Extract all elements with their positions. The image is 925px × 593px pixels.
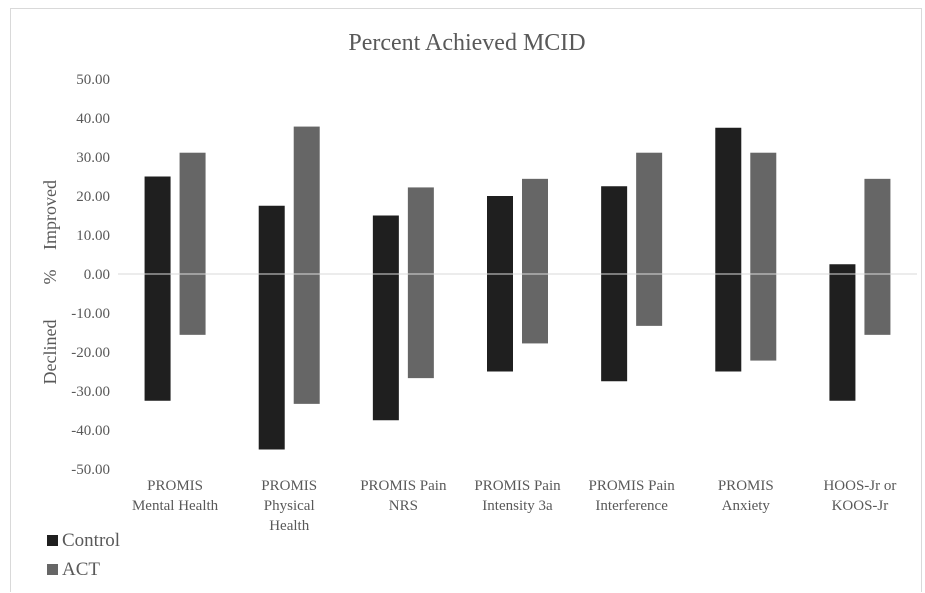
y-tick-label: 40.00 — [76, 111, 110, 127]
bar-control-3 — [487, 196, 513, 372]
y-label-percent: % — [40, 270, 60, 285]
y-tick-label: 20.00 — [76, 189, 110, 205]
bar-control-1 — [258, 205, 285, 450]
x-category-label: Health — [269, 518, 309, 534]
y-tick-label: 30.00 — [76, 150, 110, 166]
bar-act-0 — [179, 152, 206, 335]
x-category-label: PROMIS Pain — [589, 478, 676, 494]
bars — [144, 126, 891, 450]
x-category-label: PROMIS Pain — [360, 478, 447, 494]
x-category-label: PROMIS — [718, 478, 774, 494]
x-category-label: PROMIS — [261, 478, 317, 494]
bar-act-1 — [293, 126, 320, 404]
x-category-label: HOOS-Jr or — [823, 478, 896, 494]
y-tick-label: -50.00 — [71, 462, 110, 478]
y-axis-ticks: 50.00 40.00 30.00 20.00 10.00 0.00 -10.00 -20.0… — [71, 72, 110, 478]
bar-act-2 — [407, 187, 434, 379]
y-tick-label: -40.00 — [71, 423, 110, 439]
bar-act-5 — [750, 152, 777, 361]
y-label-declined: Declined — [40, 320, 60, 385]
bar-control-0 — [144, 176, 171, 401]
bar-control-2 — [372, 215, 399, 421]
y-tick-label: -20.00 — [71, 345, 110, 361]
y-tick-label: 0.00 — [84, 267, 110, 283]
y-label-improved: Improved — [40, 180, 60, 250]
x-category-label: Physical — [264, 498, 315, 514]
y-tick-label: -30.00 — [71, 384, 110, 400]
bar-control-5 — [715, 127, 742, 372]
bar-act-6 — [864, 178, 891, 335]
bar-act-4 — [636, 152, 663, 326]
chart-title: Percent Achieved MCID — [348, 30, 585, 56]
x-category-label: NRS — [389, 498, 418, 514]
x-category-label: Interference — [595, 498, 668, 514]
y-tick-label: 10.00 — [76, 228, 110, 244]
x-category-label: KOOS-Jr — [832, 498, 889, 514]
chart-frame — [10, 8, 922, 592]
y-tick-label: 50.00 — [76, 72, 110, 88]
bar-control-4 — [601, 186, 628, 382]
x-category-label: Intensity 3a — [482, 498, 553, 514]
y-tick-label: -10.00 — [71, 306, 110, 322]
x-category-label: Anxiety — [722, 498, 771, 514]
x-category-label: Mental Health — [132, 498, 219, 514]
x-axis-labels: PROMIS Mental Health PROMIS Physical Health P… — [132, 478, 896, 534]
legend-swatch-act — [47, 564, 58, 575]
bar-act-3 — [522, 178, 548, 344]
legend-label-act: ACT — [62, 559, 100, 580]
x-category-label: PROMIS — [147, 478, 203, 494]
legend-swatch-control — [47, 535, 58, 546]
legend: Control ACT — [47, 530, 120, 580]
legend-label-control: Control — [62, 530, 120, 551]
x-category-label: PROMIS Pain — [474, 478, 561, 494]
bar-control-6 — [829, 264, 856, 401]
